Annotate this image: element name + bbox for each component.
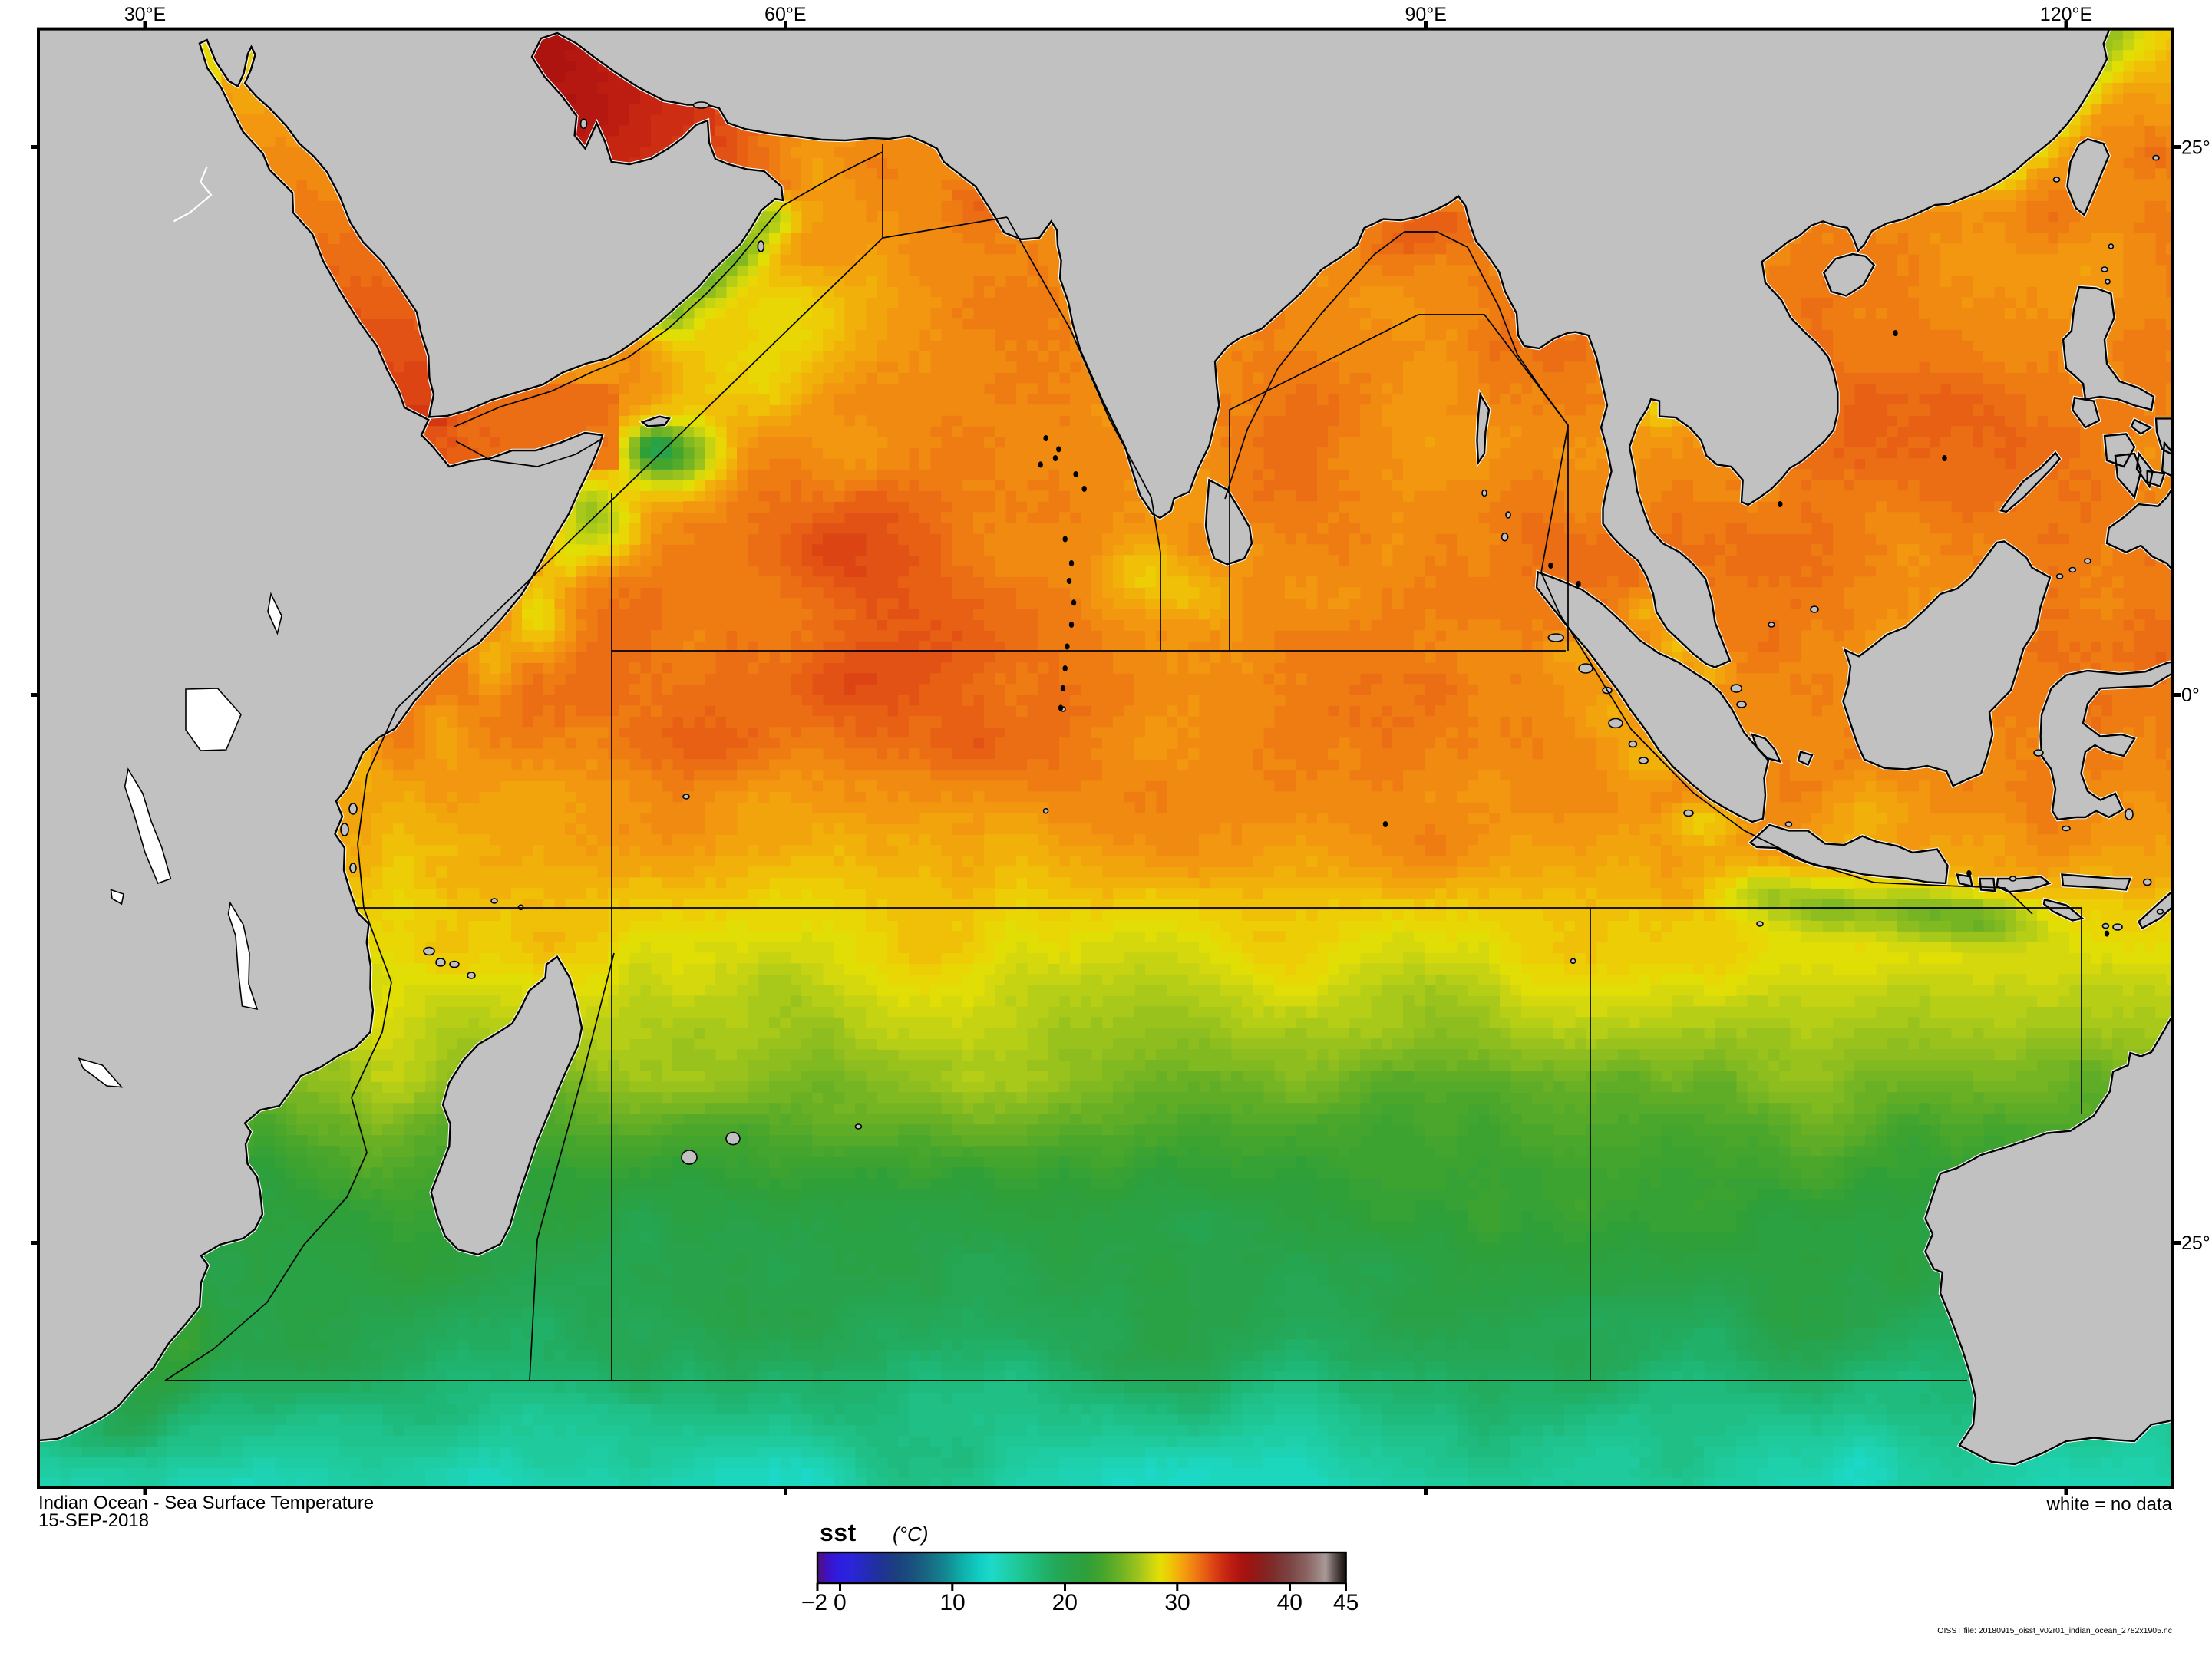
svg-text:−2: −2 <box>801 1590 827 1615</box>
svg-text:120°E: 120°E <box>2040 4 2092 25</box>
svg-text:white = no data: white = no data <box>2046 1494 2173 1515</box>
svg-text:25°: 25° <box>2181 1232 2210 1254</box>
svg-text:0: 0 <box>834 1590 847 1615</box>
svg-text:45: 45 <box>1333 1590 1359 1615</box>
svg-text:(°C): (°C) <box>893 1523 929 1546</box>
svg-text:10: 10 <box>939 1590 965 1615</box>
svg-text:60°E: 60°E <box>764 4 806 25</box>
svg-text:20: 20 <box>1052 1590 1078 1615</box>
svg-text:30: 30 <box>1164 1590 1190 1615</box>
svg-text:40: 40 <box>1277 1590 1302 1615</box>
svg-text:Indian Ocean - Sea Surface Tem: Indian Ocean - Sea Surface Temperature <box>38 1493 374 1513</box>
svg-text:90°E: 90°E <box>1405 4 1446 25</box>
svg-text:sst: sst <box>820 1519 857 1546</box>
svg-text:0°: 0° <box>2181 685 2200 706</box>
svg-text:30°E: 30°E <box>124 4 166 25</box>
svg-text:15-SEP-2018: 15-SEP-2018 <box>38 1510 149 1531</box>
svg-text:25°: 25° <box>2181 137 2210 158</box>
svg-text:OISST file: 20180915_oisst_v02: OISST file: 20180915_oisst_v02r01_indian… <box>1937 1626 2172 1635</box>
